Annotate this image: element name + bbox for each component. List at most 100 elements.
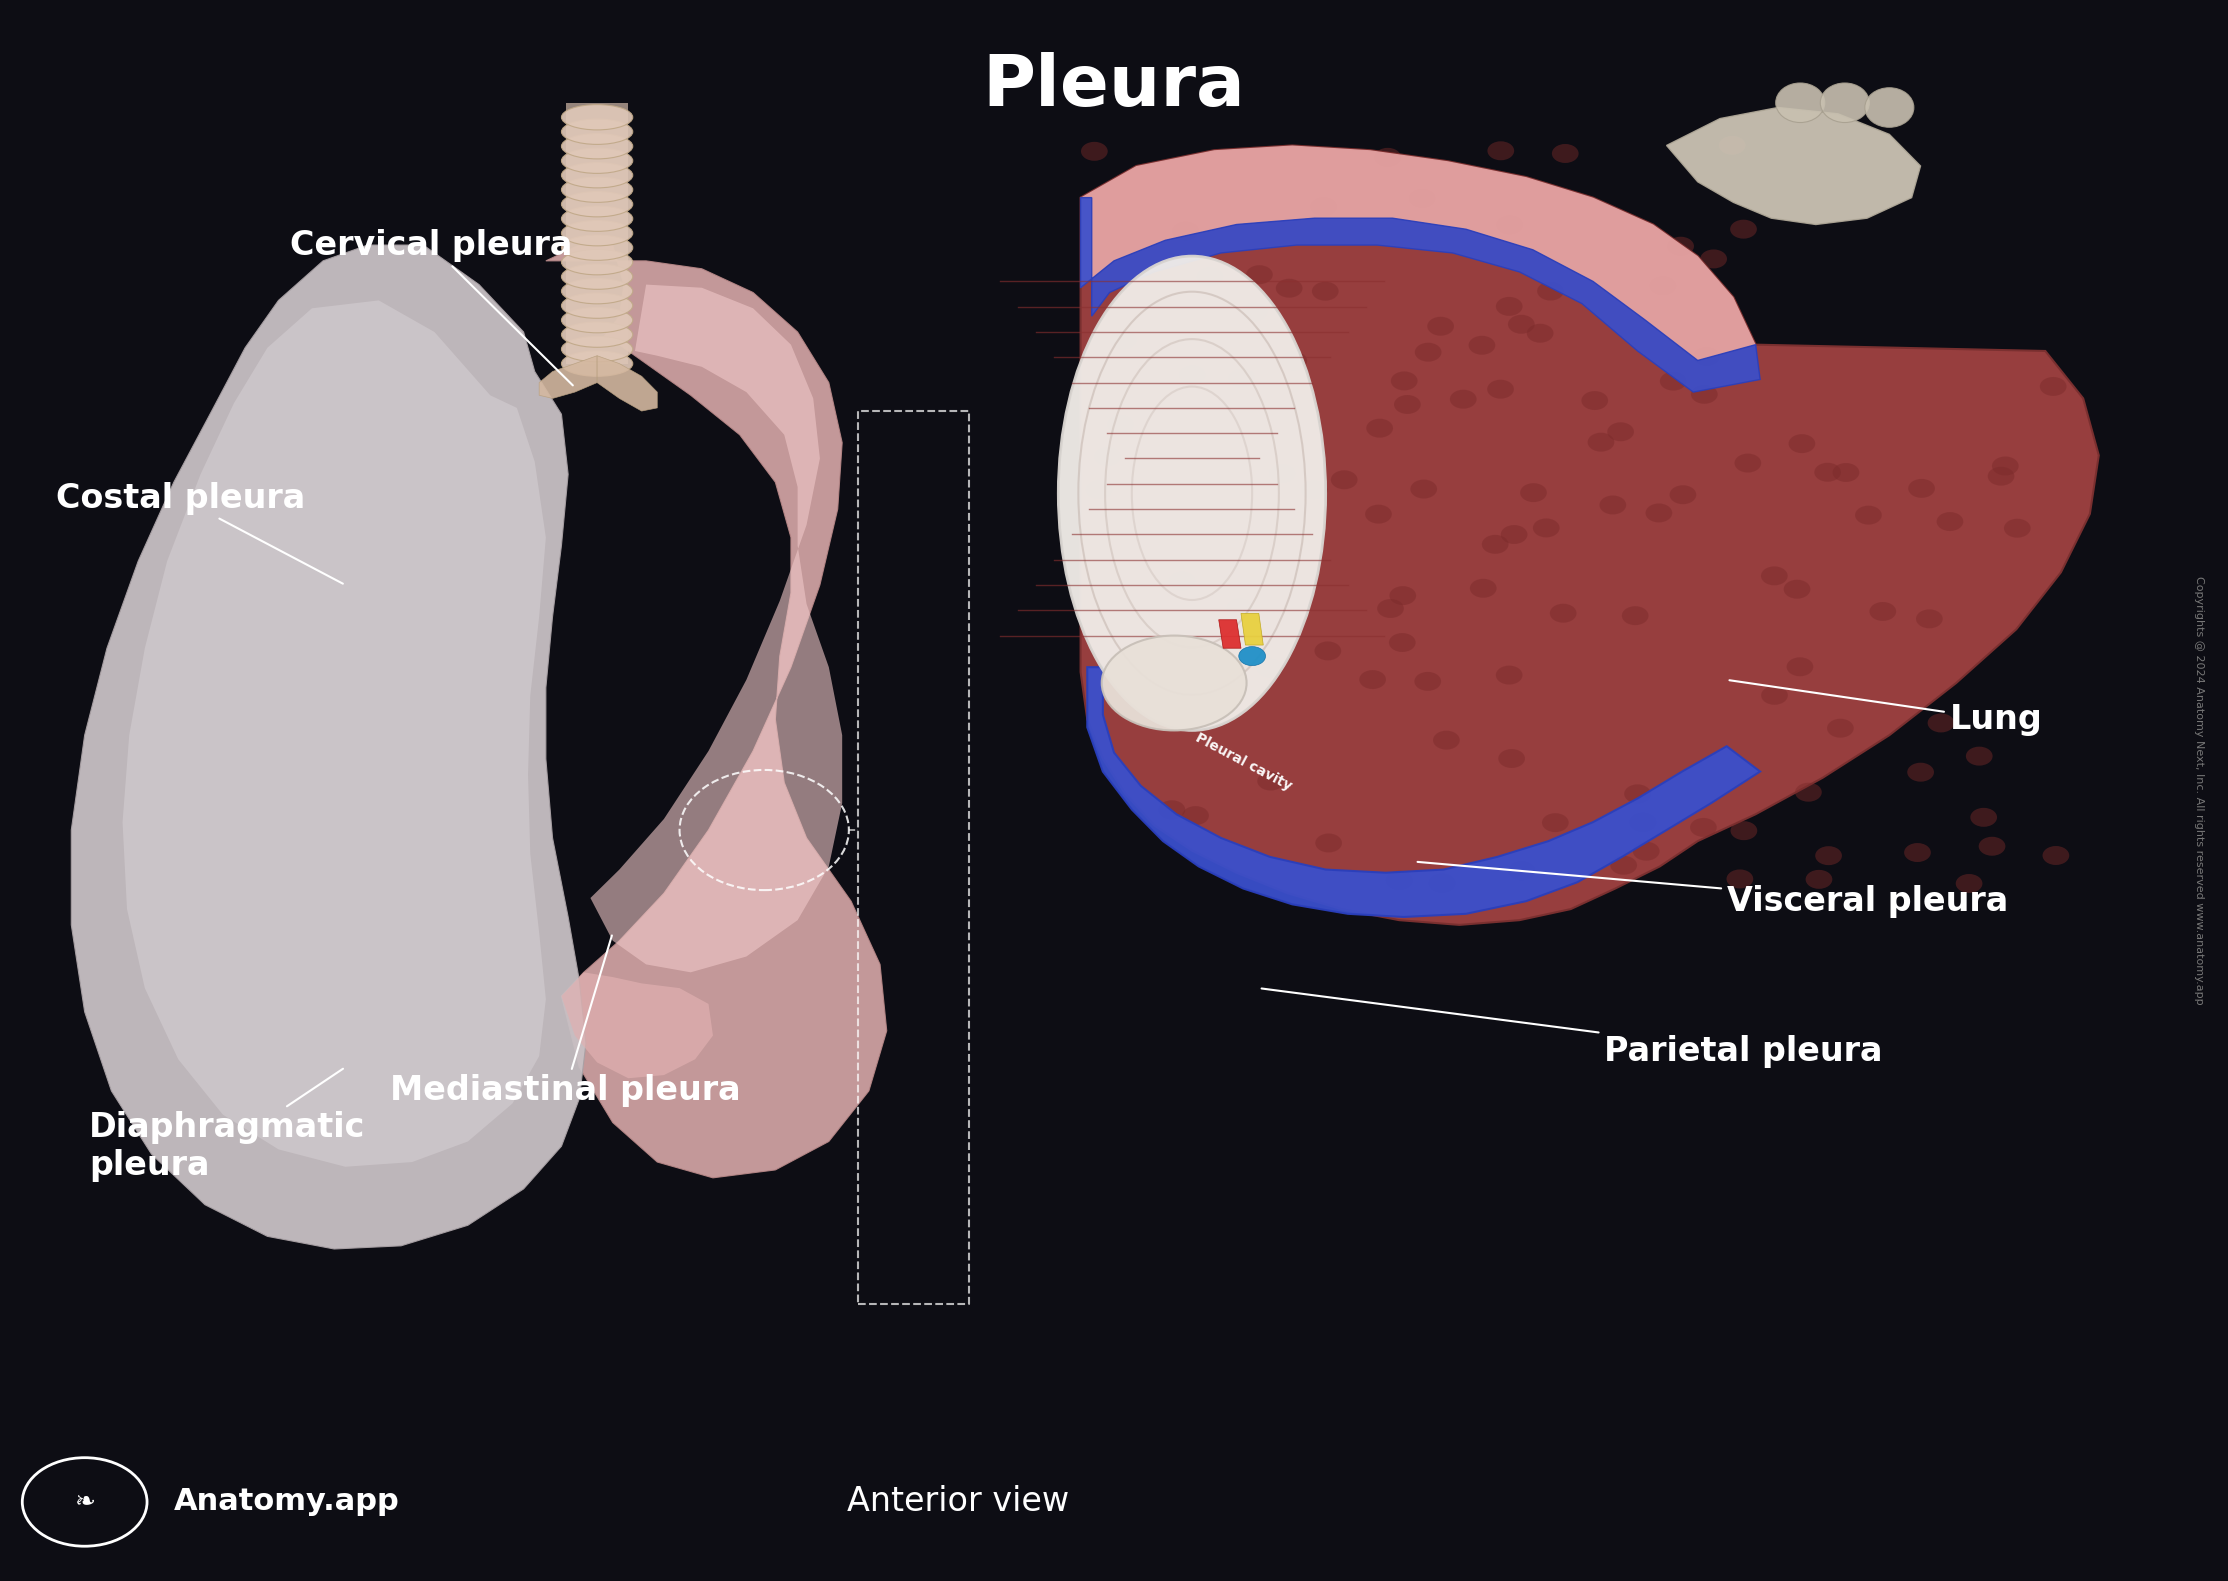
Ellipse shape xyxy=(561,351,633,376)
Text: Mediastinal pleura: Mediastinal pleura xyxy=(390,936,740,1107)
Ellipse shape xyxy=(561,292,633,318)
Text: Costal pleura: Costal pleura xyxy=(56,482,343,583)
Ellipse shape xyxy=(561,149,633,174)
Circle shape xyxy=(1281,351,1308,370)
Ellipse shape xyxy=(561,119,633,144)
Circle shape xyxy=(1508,315,1535,334)
Circle shape xyxy=(1482,534,1508,553)
Polygon shape xyxy=(1081,198,1760,392)
Ellipse shape xyxy=(561,307,633,332)
Circle shape xyxy=(1760,566,1787,585)
Circle shape xyxy=(1669,485,1696,504)
Circle shape xyxy=(1415,672,1442,691)
Polygon shape xyxy=(123,300,546,1167)
Circle shape xyxy=(1366,419,1392,438)
Circle shape xyxy=(1172,221,1199,240)
Circle shape xyxy=(1257,772,1283,790)
Text: Parietal pleura: Parietal pleura xyxy=(1261,988,1883,1067)
Circle shape xyxy=(1731,220,1758,239)
Circle shape xyxy=(1992,457,2019,476)
Circle shape xyxy=(1470,579,1497,598)
Ellipse shape xyxy=(561,163,633,188)
Circle shape xyxy=(1987,466,2014,485)
Ellipse shape xyxy=(561,104,633,130)
Circle shape xyxy=(1537,281,1564,300)
Polygon shape xyxy=(1667,108,1921,225)
Ellipse shape xyxy=(561,264,633,289)
Circle shape xyxy=(1519,484,1546,503)
Circle shape xyxy=(1624,784,1651,803)
Text: Anatomy.app: Anatomy.app xyxy=(174,1488,399,1516)
Circle shape xyxy=(1225,599,1252,618)
Polygon shape xyxy=(1219,620,1241,648)
Circle shape xyxy=(1388,632,1415,651)
Polygon shape xyxy=(1081,145,2099,925)
Circle shape xyxy=(1268,463,1294,482)
Ellipse shape xyxy=(1058,256,1326,730)
Circle shape xyxy=(1731,821,1758,840)
Circle shape xyxy=(1814,463,1840,482)
Ellipse shape xyxy=(561,206,633,231)
Text: Diaphragmatic
pleura: Diaphragmatic pleura xyxy=(89,1069,365,1183)
Ellipse shape xyxy=(561,133,633,158)
Circle shape xyxy=(1428,874,1455,893)
Circle shape xyxy=(1582,391,1609,409)
Circle shape xyxy=(1196,267,1223,286)
Circle shape xyxy=(1081,142,1107,161)
Circle shape xyxy=(2043,846,2070,865)
Circle shape xyxy=(1390,587,1417,606)
Text: Copyrights @ 2024 Anatomy Next, Inc. All rights reserved www.anatomy.app: Copyrights @ 2024 Anatomy Next, Inc. All… xyxy=(2195,575,2203,1006)
Circle shape xyxy=(1159,800,1185,819)
Circle shape xyxy=(1542,813,1569,832)
Text: Anterior view: Anterior view xyxy=(847,1486,1069,1518)
Circle shape xyxy=(1606,422,1633,441)
Circle shape xyxy=(1787,658,1814,677)
Circle shape xyxy=(1978,836,2005,855)
Circle shape xyxy=(1789,435,1816,454)
Text: ❧: ❧ xyxy=(74,1489,96,1515)
Circle shape xyxy=(1700,250,1727,269)
Circle shape xyxy=(1094,447,1121,466)
Circle shape xyxy=(1179,365,1205,384)
Circle shape xyxy=(1760,686,1787,705)
Text: Cervical pleura: Cervical pleura xyxy=(290,229,573,386)
Polygon shape xyxy=(590,285,842,972)
Circle shape xyxy=(1611,855,1638,874)
Circle shape xyxy=(1277,278,1303,297)
Circle shape xyxy=(1649,277,1675,296)
Circle shape xyxy=(1315,642,1341,661)
Circle shape xyxy=(1856,506,1883,525)
Circle shape xyxy=(1486,379,1513,398)
Circle shape xyxy=(1907,479,1934,498)
Circle shape xyxy=(1533,519,1560,538)
Circle shape xyxy=(1629,813,1655,832)
Ellipse shape xyxy=(561,221,633,245)
Ellipse shape xyxy=(561,177,633,202)
Ellipse shape xyxy=(1101,636,1248,730)
Circle shape xyxy=(1660,372,1687,391)
Circle shape xyxy=(1375,149,1401,168)
Circle shape xyxy=(1508,862,1535,881)
Circle shape xyxy=(1170,571,1196,590)
Circle shape xyxy=(2003,519,2030,538)
Circle shape xyxy=(1502,525,1528,544)
Polygon shape xyxy=(597,356,657,411)
Ellipse shape xyxy=(561,323,633,348)
Circle shape xyxy=(1691,817,1718,836)
Ellipse shape xyxy=(561,278,633,304)
Circle shape xyxy=(1395,395,1421,414)
Polygon shape xyxy=(546,245,887,1178)
Circle shape xyxy=(1827,719,1854,738)
Circle shape xyxy=(2041,376,2068,395)
Circle shape xyxy=(1718,136,1745,155)
Circle shape xyxy=(1377,599,1404,618)
Polygon shape xyxy=(1087,667,1760,917)
Circle shape xyxy=(1390,372,1417,391)
Polygon shape xyxy=(566,103,628,364)
Ellipse shape xyxy=(1820,82,1869,122)
Circle shape xyxy=(1415,343,1442,362)
Circle shape xyxy=(1553,144,1580,163)
Circle shape xyxy=(1816,846,1843,865)
Circle shape xyxy=(1691,384,1718,403)
Circle shape xyxy=(1410,479,1437,498)
